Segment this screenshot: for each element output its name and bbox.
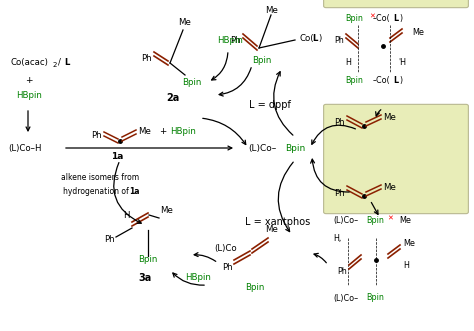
Text: HBpin: HBpin (170, 126, 196, 135)
Text: Me: Me (403, 239, 415, 248)
Text: –Co(: –Co( (373, 14, 391, 23)
Text: (L)Co–: (L)Co– (248, 144, 276, 153)
Text: Ph: Ph (104, 235, 115, 245)
Text: (L)Co–H: (L)Co–H (8, 144, 42, 153)
Text: L: L (312, 33, 318, 42)
Text: (L)Co–: (L)Co– (333, 215, 358, 224)
Text: 3a: 3a (138, 273, 152, 283)
Text: –Co(: –Co( (373, 75, 391, 84)
Text: L: L (64, 58, 69, 67)
Text: +: + (25, 75, 33, 84)
Text: Bpin: Bpin (285, 144, 305, 153)
Text: L: L (393, 14, 398, 23)
Text: Ph: Ph (334, 118, 345, 126)
Text: Bpin: Bpin (366, 215, 384, 224)
Text: /: / (58, 58, 61, 67)
Text: H: H (124, 211, 130, 219)
Text: Me: Me (160, 206, 173, 214)
Text: Bpin: Bpin (366, 294, 384, 303)
Text: ✕: ✕ (387, 215, 393, 221)
Text: Me: Me (383, 113, 396, 121)
Text: ): ) (399, 14, 402, 23)
Text: Co(: Co( (299, 33, 314, 42)
Text: Ph: Ph (334, 35, 344, 44)
Text: HBpin: HBpin (185, 273, 211, 282)
Text: HBpin: HBpin (16, 90, 42, 100)
Text: Co(acac): Co(acac) (10, 58, 48, 67)
Text: 2a: 2a (166, 93, 180, 103)
Text: (L)Co–: (L)Co– (333, 294, 358, 303)
Text: 1a: 1a (129, 186, 139, 196)
Text: Bpin: Bpin (138, 256, 158, 264)
Text: Ph: Ph (337, 267, 347, 276)
FancyBboxPatch shape (324, 104, 468, 213)
Text: Bpin: Bpin (345, 75, 363, 84)
Text: ✕: ✕ (369, 13, 375, 19)
Text: HBpin: HBpin (217, 35, 243, 44)
Text: H: H (345, 58, 351, 67)
Text: L = dppf: L = dppf (249, 100, 291, 110)
Text: Me: Me (265, 225, 278, 234)
Text: ): ) (318, 33, 321, 42)
Text: (L)Co: (L)Co (214, 244, 237, 253)
Text: Me: Me (179, 18, 191, 26)
Text: 'H: 'H (398, 58, 406, 67)
Text: Ph: Ph (230, 35, 241, 44)
Text: L = xantphos: L = xantphos (246, 217, 310, 227)
Text: Ph: Ph (334, 188, 345, 198)
Text: 2: 2 (53, 62, 57, 68)
Text: Me: Me (383, 182, 396, 192)
Text: Bpin: Bpin (246, 282, 264, 292)
Text: 1a: 1a (111, 152, 123, 161)
Text: L: L (393, 75, 398, 84)
Text: Bpin: Bpin (182, 77, 202, 86)
Text: Bpin: Bpin (345, 14, 363, 23)
Text: ): ) (399, 75, 402, 84)
Text: Bpin: Bpin (252, 56, 272, 65)
Text: H,: H, (333, 233, 341, 243)
Text: Me: Me (399, 215, 411, 224)
Text: Ph: Ph (91, 130, 102, 139)
Text: Ph: Ph (141, 54, 152, 63)
Text: Me: Me (138, 126, 151, 135)
Text: +: + (160, 126, 170, 135)
Text: hydrogenation of: hydrogenation of (63, 186, 131, 196)
Text: Me: Me (265, 6, 278, 15)
Text: Ph: Ph (222, 263, 233, 272)
FancyBboxPatch shape (324, 0, 468, 8)
Text: Me: Me (412, 27, 424, 36)
Text: H: H (403, 260, 409, 269)
Text: alkene isomers from: alkene isomers from (61, 173, 139, 182)
